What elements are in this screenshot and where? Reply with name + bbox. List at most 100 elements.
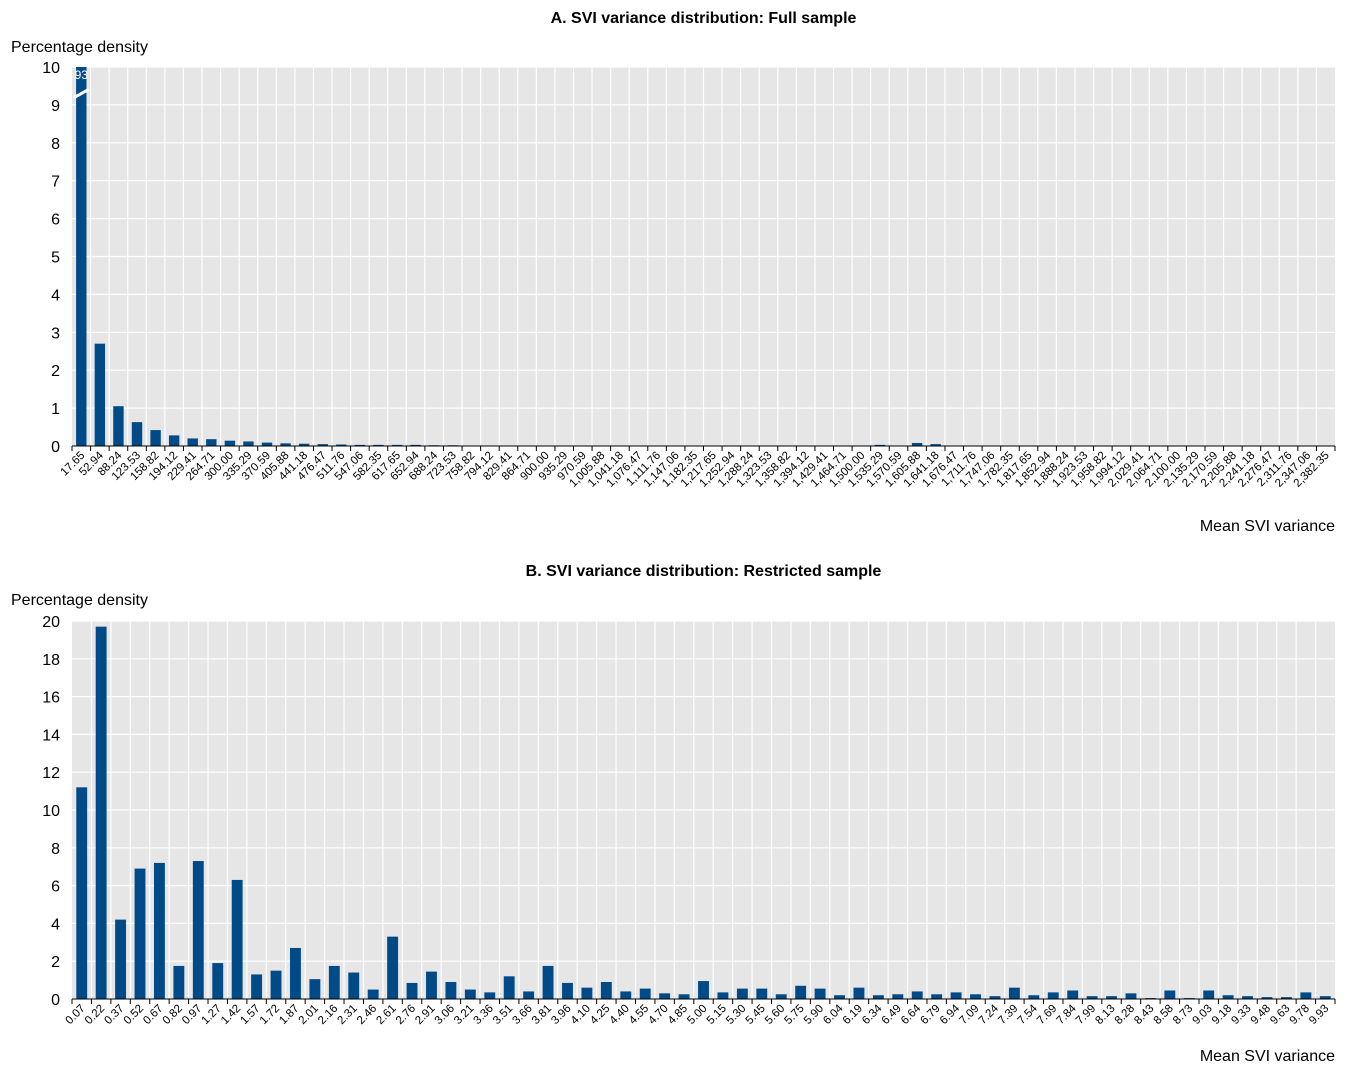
- y-tick-label: 1: [51, 401, 60, 418]
- x-tick-label: 2.01: [297, 1003, 321, 1027]
- x-tick-label: 3.66: [510, 1003, 534, 1027]
- bar: [523, 991, 535, 999]
- y-tick-label: 4: [51, 287, 60, 304]
- bar: [261, 442, 273, 446]
- bar: [484, 992, 496, 999]
- x-tick-label: 2.76: [394, 1003, 418, 1027]
- bar: [892, 994, 904, 999]
- bar: [1086, 996, 1098, 999]
- y-tick-label: 4: [51, 916, 60, 933]
- bar: [354, 444, 366, 446]
- y-tick-label: 10: [42, 60, 60, 77]
- axis-break-mark: [73, 88, 90, 99]
- x-tick-label: 5.45: [744, 1003, 768, 1027]
- y-tick-label: 8: [51, 136, 60, 153]
- x-tick-label: 9.48: [1249, 1003, 1273, 1027]
- bar: [698, 981, 709, 999]
- bar: [678, 994, 690, 999]
- x-tick-label: 6.49: [880, 1003, 904, 1027]
- bar: [970, 994, 981, 999]
- x-tick-label: 1.57: [238, 1003, 262, 1027]
- x-tick-label: 4.10: [569, 1003, 593, 1027]
- chart-title: A. SVI variance distribution: Full sampl…: [551, 10, 857, 27]
- x-tick-label: 2.61: [374, 1003, 398, 1027]
- y-tick-label: 18: [42, 652, 60, 669]
- bar: [317, 444, 328, 446]
- x-tick-label: 3.96: [549, 1003, 573, 1027]
- bar: [736, 988, 748, 999]
- bar: [1280, 997, 1292, 999]
- chart-title: B. SVI variance distribution: Restricted…: [526, 563, 882, 580]
- bar: [1203, 990, 1215, 999]
- y-tick-label: 5: [51, 250, 60, 267]
- bar: [212, 963, 224, 999]
- x-tick-label: 9.63: [1268, 1003, 1292, 1027]
- bar: [280, 443, 291, 446]
- panel-b-restricted-sample: B. SVI variance distribution: Restricted…: [11, 563, 1336, 1065]
- y-tick-label: 0: [51, 992, 60, 1009]
- bar: [1319, 996, 1331, 999]
- x-axis-label: Mean SVI variance: [1200, 518, 1335, 535]
- x-tick-label: 4.85: [666, 1003, 690, 1027]
- x-tick-label: 6.79: [918, 1003, 942, 1027]
- bar: [620, 991, 632, 999]
- x-tick-label: 6.64: [899, 1002, 924, 1027]
- bar: [931, 994, 943, 999]
- y-tick-label: 2: [51, 363, 60, 380]
- bar: [756, 988, 768, 999]
- x-tick-label: 2.16: [316, 1003, 340, 1027]
- x-tick-label: 3.21: [452, 1003, 476, 1027]
- bar: [989, 996, 1001, 999]
- bar: [503, 976, 515, 999]
- bar: [76, 787, 88, 999]
- x-tick-label: 6.19: [841, 1003, 865, 1027]
- x-tick-label: 8.43: [1132, 1003, 1156, 1027]
- bar: [290, 947, 301, 999]
- bar: [445, 981, 457, 999]
- bar: [1047, 992, 1059, 999]
- x-tick-label: 8.28: [1113, 1003, 1137, 1027]
- x-tick-label: 9.33: [1229, 1003, 1253, 1027]
- bar: [231, 879, 243, 999]
- x-tick-label: 8.58: [1152, 1003, 1176, 1027]
- x-tick-label: 9.93: [1307, 1003, 1331, 1027]
- bar: [309, 979, 321, 999]
- x-tick-label: 5.15: [705, 1003, 729, 1027]
- bar: [251, 974, 263, 999]
- x-tick-label: 5.30: [724, 1003, 748, 1027]
- x-tick-label: 0.52: [122, 1003, 146, 1027]
- x-tick-label: 4.70: [646, 1003, 670, 1027]
- bar: [95, 626, 107, 999]
- bar-value-label: 93: [75, 68, 89, 82]
- x-tick-label: 4.25: [588, 1003, 612, 1027]
- bar: [1300, 992, 1312, 999]
- y-tick-label: 12: [42, 765, 60, 782]
- x-tick-label: 3.06: [433, 1003, 457, 1027]
- x-tick-label: 2.91: [413, 1003, 437, 1027]
- bar: [1125, 993, 1137, 999]
- bar: [387, 936, 399, 999]
- bar: [187, 438, 198, 446]
- bar: [410, 444, 421, 446]
- x-tick-label: 0.22: [83, 1003, 107, 1027]
- bar: [173, 965, 185, 999]
- x-tick-label: 2.46: [355, 1003, 379, 1027]
- bar: [367, 989, 379, 999]
- bar: [426, 971, 437, 999]
- bar: [911, 442, 923, 446]
- bar: [150, 430, 161, 446]
- bar: [834, 995, 845, 999]
- bar: [911, 991, 923, 999]
- x-axis-label: Mean SVI variance: [1200, 1048, 1335, 1065]
- x-tick-label: 3.81: [530, 1003, 554, 1027]
- x-tick-label: 8.73: [1171, 1003, 1195, 1027]
- y-tick-label: 8: [51, 841, 60, 858]
- bar: [1222, 995, 1234, 999]
- bar: [1242, 996, 1254, 999]
- x-tick-label: 1.27: [200, 1003, 224, 1027]
- x-tick-label: 5.60: [763, 1003, 787, 1027]
- y-tick-label: 7: [51, 174, 60, 191]
- bar: [406, 982, 418, 999]
- x-tick-label: 8.13: [1093, 1003, 1117, 1027]
